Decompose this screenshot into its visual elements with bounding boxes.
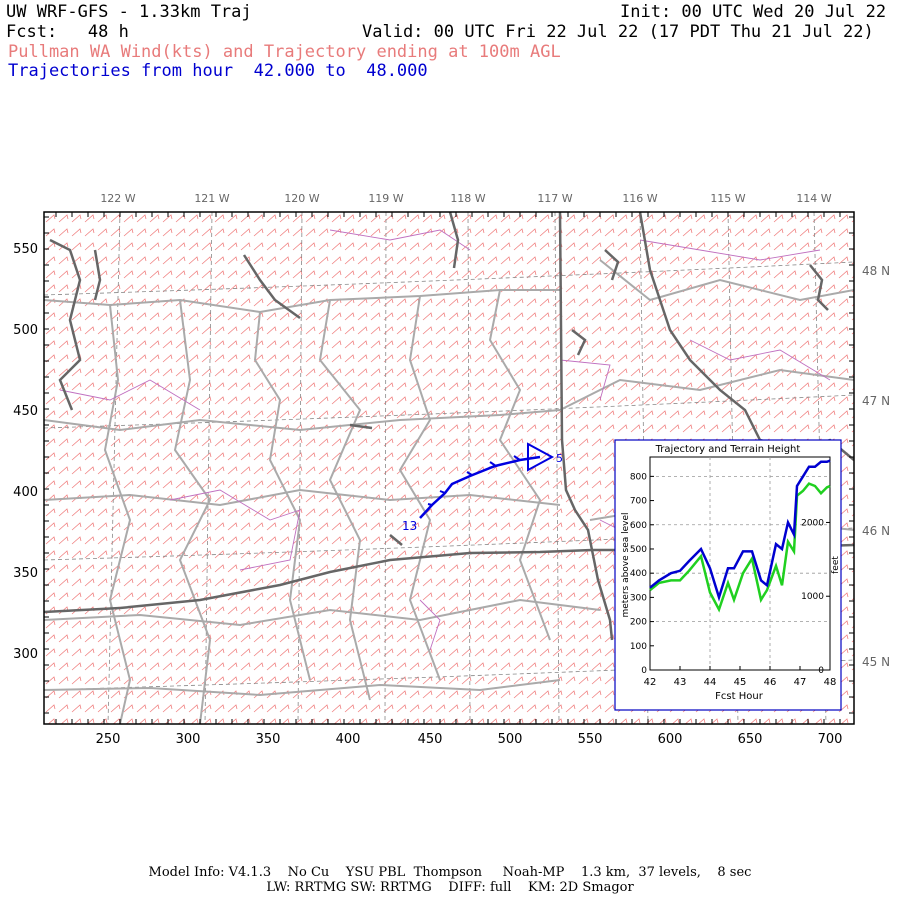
forecast-hour: Fcst: 48 h — [6, 22, 129, 42]
inset-y-tick-label: 600 — [630, 521, 647, 531]
init-time: Init: 00 UTC Wed 20 Jul 22 — [620, 2, 887, 22]
inset-ticks: 42 43 44 45 46 47 4801002003004005006007008000… — [630, 472, 837, 688]
y-tick-label: 400 — [13, 485, 38, 500]
trajectory-range: Trajectories from hour 42.000 to 48.000 — [8, 61, 428, 81]
inset-x-tick-label: 47 — [794, 677, 807, 688]
lon-labels: 122 W 121 W 120 W 119 W 118 W 117 W 116 … — [100, 192, 831, 205]
inset-ylabel-right: feet — [831, 556, 841, 574]
inset-x-tick-label: 42 — [644, 677, 657, 688]
trajectory-end-label: 5 — [556, 452, 563, 465]
terrain-height-line — [649, 482, 831, 613]
model-title: UW WRF-GFS - 1.33km Traj — [6, 2, 252, 22]
x-tick-label: 550 — [578, 732, 603, 747]
inset-x-tick-label: 44 — [704, 677, 717, 688]
x-tick-label: 500 — [498, 732, 523, 747]
lon-label: 120 W — [284, 192, 319, 205]
y-tick-label: 300 — [13, 647, 38, 662]
lat-label: 47 N — [862, 394, 890, 408]
map-frame — [43, 211, 855, 725]
inset-chart: Trajectory and Terrain Height 42 43 44 45 46… — [614, 439, 842, 711]
inset-y-tick-label: 300 — [630, 593, 647, 603]
lon-label: 118 W — [450, 192, 485, 205]
inset-frame — [614, 439, 842, 711]
product-subtitle: Pullman WA Wind(kts) and Trajectory endi… — [8, 42, 561, 62]
lon-label: 115 W — [710, 192, 745, 205]
frame-ticks — [44, 212, 854, 724]
inset-y-tick-label: 100 — [630, 642, 647, 652]
inset-title: Trajectory and Terrain Height — [655, 444, 801, 455]
lon-label: 116 W — [622, 192, 657, 205]
inset-y-tick-label: 400 — [630, 569, 647, 579]
inset-x-tick-label: 43 — [674, 677, 687, 688]
inset-y-tick-label: 500 — [630, 545, 647, 555]
x-tick-label: 350 — [256, 732, 281, 747]
lon-label: 119 W — [368, 192, 403, 205]
x-tick-label: 700 — [818, 732, 843, 747]
x-tick-label: 650 — [738, 732, 763, 747]
county-lines — [59, 229, 831, 651]
x-tick-label: 250 — [96, 732, 121, 747]
x-tick-label: 450 — [418, 732, 443, 747]
lon-label: 122 W — [100, 192, 135, 205]
lat-label: 48 N — [862, 264, 890, 278]
y-tick-label: 550 — [13, 242, 38, 257]
y-tick-labels: 550 500 450 400 350 300 — [13, 242, 38, 662]
lat-label: 46 N — [862, 524, 890, 538]
trajectory-start-label: 13 — [402, 519, 417, 533]
x-tick-labels: 250 300 350 400 450 500 550 600 650 700 — [96, 732, 843, 747]
lat-label: 45 N — [862, 655, 890, 669]
x-tick-label: 600 — [658, 732, 683, 747]
inset-series — [649, 459, 831, 613]
y-tick-label: 500 — [13, 323, 38, 338]
inset-y-right-tick-label: 1000 — [801, 592, 824, 602]
lon-label: 121 W — [194, 192, 229, 205]
lon-label: 117 W — [537, 192, 572, 205]
x-tick-label: 300 — [176, 732, 201, 747]
inset-y-tick-label: 0 — [641, 666, 647, 676]
inset-y-tick-label: 200 — [630, 618, 647, 628]
inset-y-right-tick-label: 2000 — [801, 518, 824, 528]
inset-y-tick-label: 800 — [630, 472, 647, 482]
valid-time: Valid: 00 UTC Fri 22 Jul 22 (17 PDT Thu … — [362, 22, 874, 42]
inset-ylabel-left: meters above sea level — [621, 512, 631, 617]
inset-y-tick-label: 700 — [630, 497, 647, 507]
trajectory: 13 5 — [402, 442, 563, 533]
lon-label: 114 W — [796, 192, 831, 205]
trajectory-height-line — [649, 459, 831, 602]
inset-y-right-tick-label: 0 — [818, 666, 824, 676]
trajectory-end-arrow-icon — [527, 442, 555, 472]
inset-xlabel: Fcst Hour — [715, 691, 764, 702]
model-info-line1: Model Info: V4.1.3 No Cu YSU PBL Thompso… — [148, 865, 752, 880]
inset-x-tick-label: 46 — [764, 677, 777, 688]
inset-x-tick-label: 48 — [824, 677, 837, 688]
y-tick-label: 350 — [13, 566, 38, 581]
lat-labels: 48 N 47 N 46 N 45 N — [862, 264, 890, 669]
model-info-line2: LW: RRTMG SW: RRTMG DIFF: full KM: 2D Sm… — [266, 880, 634, 895]
y-tick-label: 450 — [13, 404, 38, 419]
inset-x-tick-label: 45 — [734, 677, 747, 688]
x-tick-label: 400 — [336, 732, 361, 747]
inset-grid — [650, 457, 830, 670]
